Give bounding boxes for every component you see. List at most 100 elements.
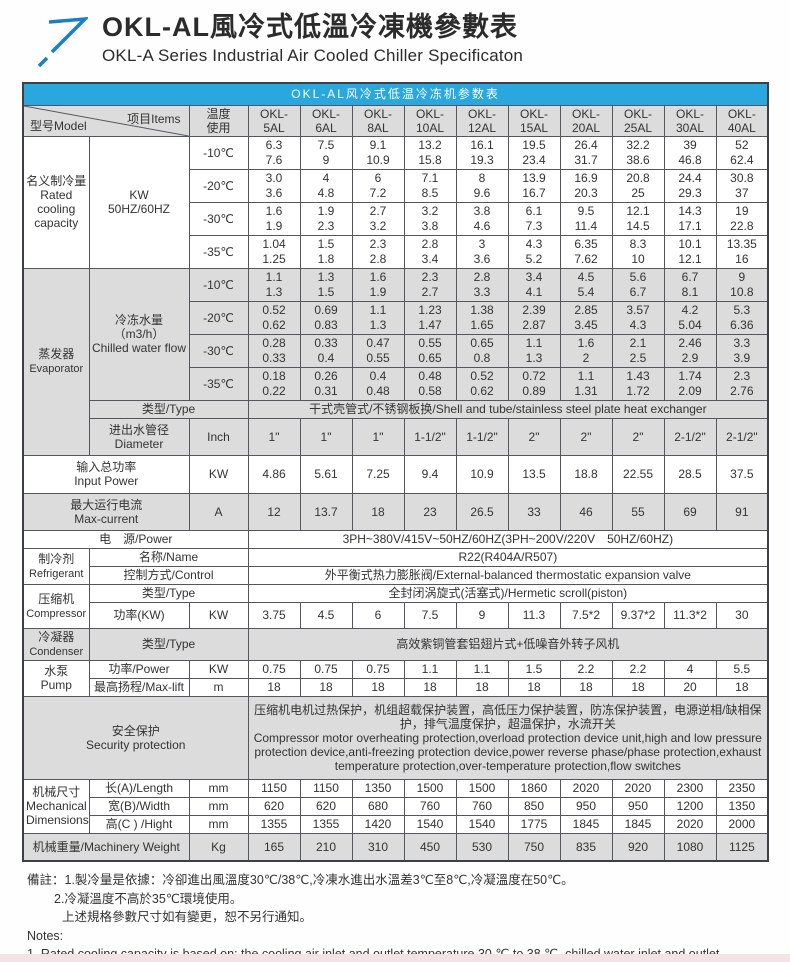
value-cell: 0.4 0.48 [351, 366, 405, 401]
model-header-cell: OKL- 10AL [403, 104, 457, 137]
rated-row: -20℃ 3.0 3.6 4 4.8 6 7.2 7.1 8.5 8 9.6 13.9 16.7 16.… [23, 168, 769, 203]
compressor-power-row: 功率(KW) KW 3.75 4.5 6 7.5 9 11.3 7.5*2 9.37*2 11.… [23, 601, 769, 629]
page-title-en: OKL-A Series Industrial Air Cooled Chill… [102, 46, 524, 65]
value-cell: 3.4 4.1 [507, 267, 561, 302]
value-cell: 24.4 29.3 [663, 168, 717, 203]
value-cell: 2.3 2.7 [403, 267, 457, 302]
temp-use-header: 温度 使用 [188, 104, 249, 137]
value-cell: 3.3 3.9 [715, 333, 769, 368]
value-cell: 760 [403, 796, 457, 816]
table-title-row: OKL-AL风冷式低温冷冻机参数表 [22, 82, 769, 106]
rated-unit-label: KW 50HZ/60HZ [88, 135, 190, 269]
value-cell: 2020 [559, 778, 613, 798]
compressor-type-row: 压缩机 Compressor 类型/Type 全封闭涡旋式(活塞式)/Hermet… [22, 583, 769, 629]
value-cell: 9.1 10.9 [351, 135, 405, 170]
value-cell: 0.75 [247, 659, 301, 679]
value-cell: 22.55 [611, 454, 665, 494]
value-cell: 1.1 [455, 659, 509, 679]
value-cell: 6.7 8.1 [663, 267, 717, 302]
dimension-length-row: 机械尺寸 Mechanical Dimensions 长(A)/Length mm… [22, 778, 769, 834]
dimension-height-row: 高(C ) /Hight mm 1355 1355 1420 1540 1540 1775… [23, 814, 769, 834]
value-cell: 1" [247, 417, 301, 456]
note-zh-2: 2.冷凝溫度不高於35℃環境使用。 [54, 891, 243, 906]
refrigerant-name-row: 制冷剂 Refrigerant 名称/Name R22(R404A/R507) [22, 547, 769, 585]
value-cell: 33 [507, 492, 561, 531]
note-zh-3: 上述規格參數尺寸如有變更，恕不另行通知。 [62, 910, 313, 924]
value-cell: 1.1 1.3 [351, 300, 405, 335]
condenser-row: 冷凝器 Condenser 类型/Type 高效紫铜管套铝翅片式+低噪音外转子风机 [22, 627, 769, 661]
value-cell: 13.5 [507, 454, 561, 494]
value-cell: 11.3*2 [663, 601, 717, 629]
diameter-row: 进出水管径 Diameter Inch 1" 1" 1" 1-1/2" 1-1/2" 2" 2… [23, 417, 769, 456]
evaporator-type-value: 干式壳管式/不锈钢板换/Shell and tube/stainless ste… [247, 399, 769, 419]
value-cell: 32.2 38.6 [611, 135, 665, 170]
value-cell: 6.1 7.3 [507, 201, 561, 236]
value-cell: 26.4 31.7 [559, 135, 613, 170]
value-cell: 20 [663, 677, 717, 697]
value-cell: 1200 [663, 796, 717, 816]
value-cell: 0.26 0.31 [299, 366, 353, 401]
page-title-zh: OKL-AL風冷式低溫冷凍機參數表 [102, 12, 518, 42]
input-power-label: 输入总功率 Input Power [22, 454, 190, 494]
value-cell: 0.69 0.83 [299, 300, 353, 335]
value-cell: 28.5 [663, 454, 717, 494]
dimension-width-row: 宽(B)/Width mm 620 620 680 760 760 850 950 950 12… [23, 796, 769, 816]
weight-row: 机械重量/Machinery Weight Kg 165 210 310 450 530… [22, 832, 769, 862]
value-cell: 9 [455, 601, 509, 629]
value-cell: 6.35 7.62 [559, 234, 613, 269]
condenser-type-value: 高效紫铜管套铝翅片式+低噪音外转子风机 [247, 627, 769, 661]
pump-power-unit: KW [188, 659, 249, 679]
input-power-unit: KW [188, 454, 249, 494]
value-cell: 1355 [299, 814, 353, 834]
value-cell: 18 [455, 677, 509, 697]
value-cell: 850 [507, 796, 561, 816]
value-cell: 7.5*2 [559, 601, 613, 629]
value-cell: 0.52 0.62 [455, 366, 509, 401]
value-cell: 9.4 [403, 454, 457, 494]
temp-cell: -30℃ [188, 201, 249, 236]
value-cell: 1125 [715, 832, 769, 862]
value-cell: 6 [351, 601, 405, 629]
compressor-power-unit: KW [188, 601, 249, 629]
value-cell: 450 [403, 832, 457, 862]
value-cell: 950 [559, 796, 613, 816]
value-cell: 13.9 16.7 [507, 168, 561, 203]
value-cell: 0.75 [351, 659, 405, 679]
value-cell: 9.5 11.4 [559, 201, 613, 236]
evaporator-row: -30℃ 0.28 0.33 0.33 0.4 0.47 0.55 0.55 0.65 0.65… [23, 333, 769, 368]
height-unit: mm [188, 814, 249, 834]
value-cell: 1.6 1.9 [247, 201, 301, 236]
items-label: 项目Items [127, 111, 181, 126]
value-cell: 16.9 20.3 [559, 168, 613, 203]
pump-lift-row: 最高扬程/Max-lift m 18 18 18 18 18 18 18 18 20 18 [23, 677, 769, 697]
page-header: OKL-AL風冷式低溫冷凍機參數表 OKL-A Series Industria… [0, 0, 790, 82]
value-cell: 19 22.8 [715, 201, 769, 236]
model-header-cell: OKL- 6AL [299, 104, 353, 137]
compressor-power-label: 功率(KW) [88, 601, 190, 629]
input-power-row: 输入总功率 Input Power KW 4.86 5.61 7.25 9.4 10.9 1… [22, 454, 769, 494]
refrigerant-name-value: R22(R404A/R507) [247, 547, 769, 567]
temp-cell: -30℃ [188, 333, 249, 368]
value-cell: 0.65 0.8 [455, 333, 509, 368]
value-cell: 2.2 [611, 659, 665, 679]
value-cell: 18 [559, 677, 613, 697]
max-current-row: 最大运行电流 Max-current A 12 13.7 18 23 26.5 33 46 55… [22, 492, 769, 531]
condenser-section-label: 冷凝器 Condenser [22, 627, 90, 661]
value-cell: 1.74 2.09 [663, 366, 717, 401]
value-cell: 1080 [663, 832, 717, 862]
value-cell: 18 [351, 492, 405, 531]
value-cell: 6 7.2 [351, 168, 405, 203]
value-cell: 39 46.8 [663, 135, 717, 170]
model-header-cell: OKL- 25AL [611, 104, 665, 137]
value-cell: 1350 [351, 778, 405, 798]
model-header-cell: OKL- 12AL [455, 104, 509, 137]
model-header-cell: OKL- 40AL [715, 104, 769, 137]
value-cell: 2.39 2.87 [507, 300, 561, 335]
pump-power-row: 水泵 Pump 功率/Power KW 0.75 0.75 0.75 1.1 1.1 1.5… [22, 659, 769, 697]
value-cell: 18 [507, 677, 561, 697]
value-cell: 1500 [455, 778, 509, 798]
value-cell: 1.5 [507, 659, 561, 679]
diameter-label: 进出水管径 Diameter [88, 417, 190, 456]
value-cell: 2020 [611, 778, 665, 798]
value-cell: 1150 [247, 778, 301, 798]
